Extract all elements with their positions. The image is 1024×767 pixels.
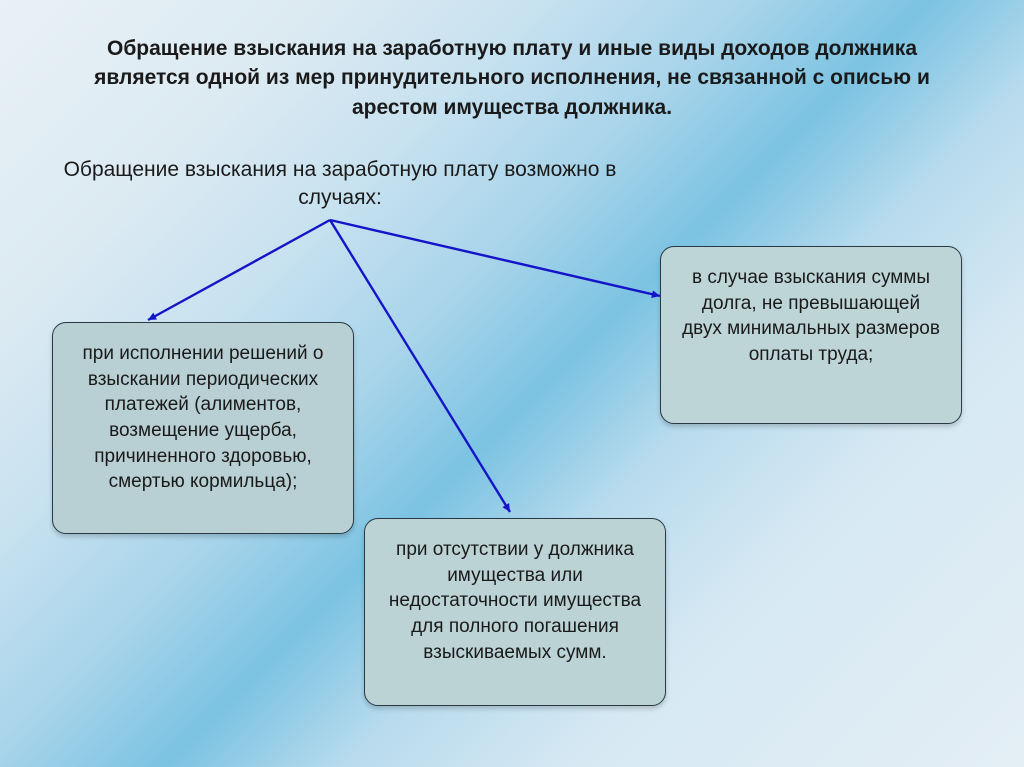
- case-box-small-debt: в случае взыскания суммы долга, не превы…: [660, 246, 962, 424]
- case-box-label: при отсутствии у должника имущества или …: [389, 539, 641, 663]
- subtitle-text: Обращение взыскания на заработную плату …: [60, 156, 620, 213]
- case-box-no-property: при отсутствии у должника имущества или …: [364, 518, 666, 706]
- case-box-label: в случае взыскания суммы долга, не превы…: [682, 267, 940, 365]
- case-box-label: при исполнении решений о взыскании перио…: [83, 343, 324, 492]
- title-text: Обращение взыскания на заработную плату …: [60, 34, 964, 122]
- case-box-periodic-payments: при исполнении решений о взыскании перио…: [52, 322, 354, 534]
